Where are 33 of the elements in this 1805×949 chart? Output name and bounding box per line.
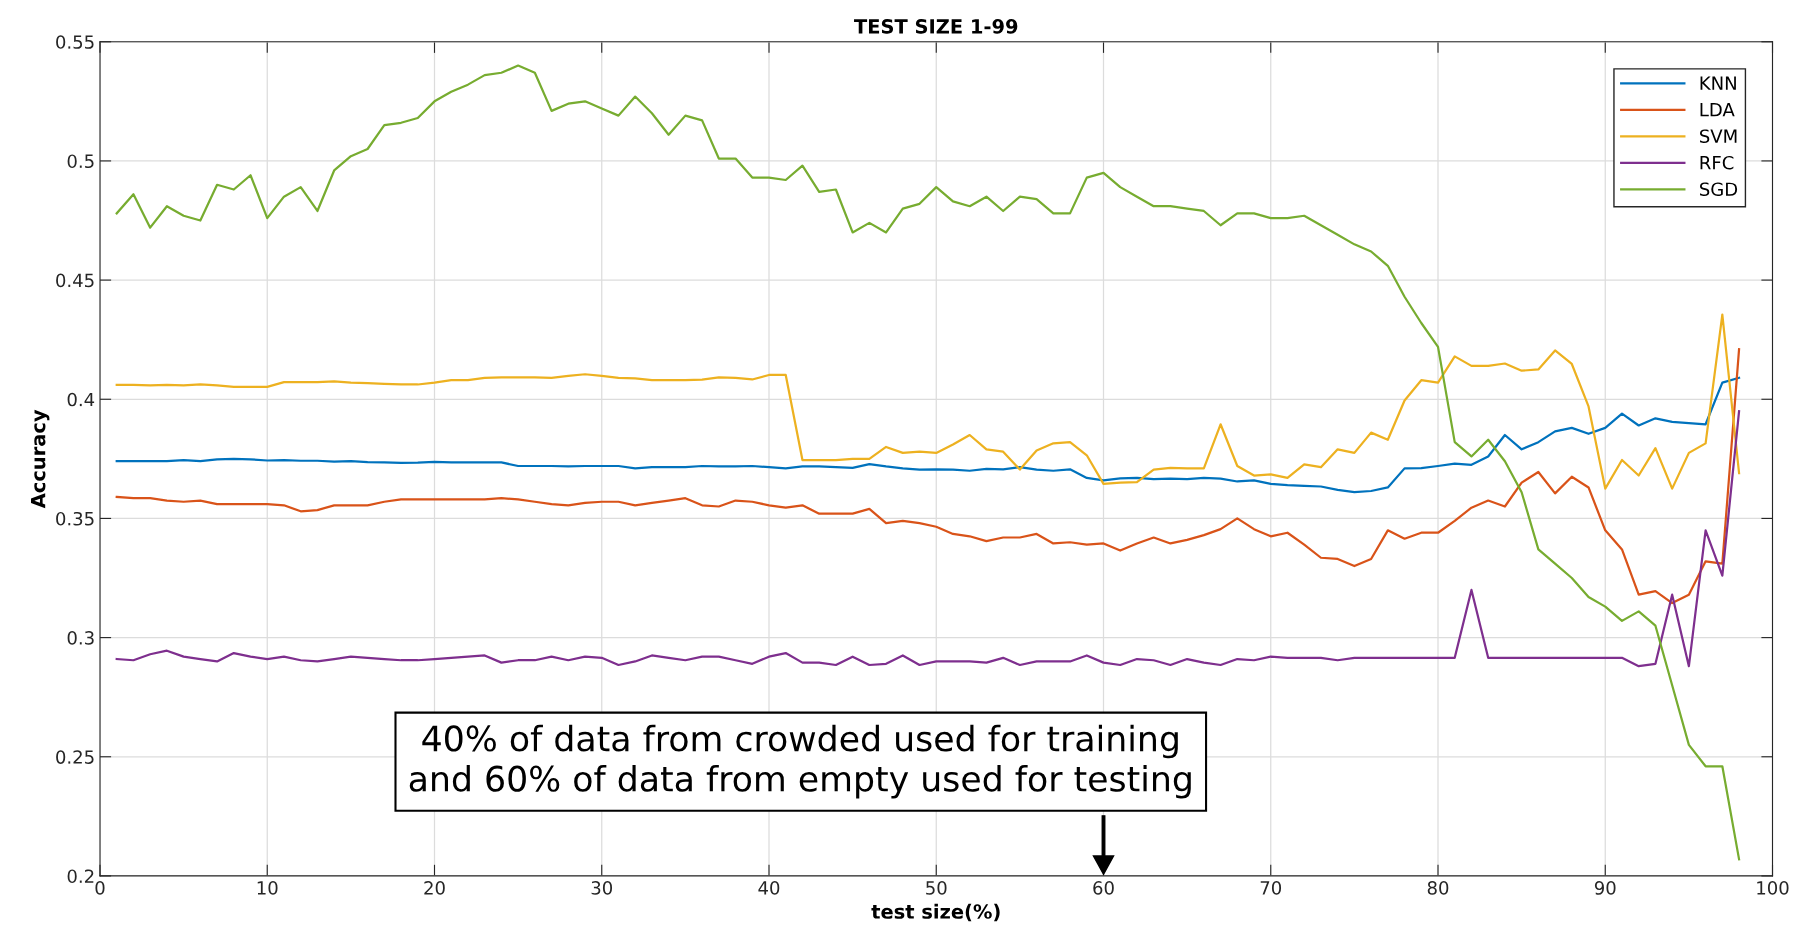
y-tick-label: 0.25 [56, 750, 94, 764]
x-tick-label: 80 [1427, 881, 1449, 895]
chart-title: TEST SIZE 1-99 [854, 18, 1018, 34]
line-series [115, 376, 1741, 494]
legend-label: KNN [1700, 76, 1736, 90]
x-tick-label: 40 [758, 881, 780, 895]
x-tick-label: 10 [257, 881, 278, 895]
y-tick-label: 0.5 [67, 154, 94, 169]
legend-label: SVM [1700, 129, 1737, 144]
line-series [115, 64, 1741, 861]
x-tick-label: 100 [1757, 881, 1789, 895]
y-tick-label: 0.45 [56, 273, 94, 288]
x-tick-label: 20 [424, 881, 445, 895]
legend-label: SGD [1700, 182, 1738, 197]
y-tick-label: 0.55 [56, 35, 94, 49]
legend-label: RFC [1700, 155, 1734, 170]
x-axis-title: test size(%) [871, 903, 1000, 922]
y-tick-label: 0.2 [67, 869, 94, 884]
legend-label: LDA [1700, 103, 1735, 117]
x-tick-label: 50 [926, 881, 947, 895]
line-series [115, 348, 1741, 605]
x-tick-label: 90 [1594, 881, 1616, 895]
y-tick-label: 0.4 [67, 392, 95, 407]
y-tick-label: 0.35 [56, 511, 94, 526]
line-series [115, 313, 1741, 490]
y-axis-title: Accuracy [31, 409, 50, 509]
x-tick-label: 30 [591, 881, 613, 895]
y-tick-label: 0.3 [67, 631, 94, 645]
annotation: 40% of data from crowded used for training and 60% of data from empty used for testing [409, 724, 1191, 799]
line-series [115, 410, 1741, 668]
x-tick-label: 70 [1260, 881, 1282, 895]
x-tick-label: 0 [95, 881, 105, 895]
x-tick-label: 60 [1093, 881, 1114, 895]
